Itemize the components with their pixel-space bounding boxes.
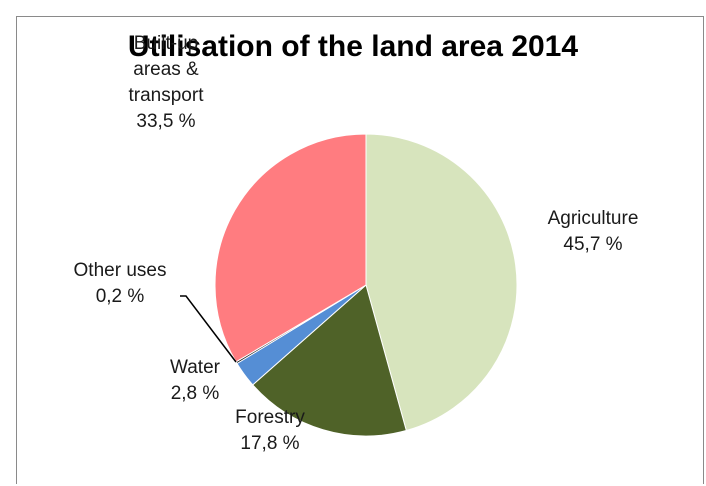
slice-name-label: areas &: [133, 59, 199, 80]
slice-value-label: 17,8 %: [240, 433, 299, 454]
slice-label-forestry: Forestry 17,8 %: [235, 407, 305, 454]
slice-label-water: Water 2,8 %: [170, 357, 221, 404]
slice-value-label: 45,7 %: [563, 234, 622, 255]
slice-label-agriculture: Agriculture 45,7 %: [548, 208, 639, 255]
slice-value-label: 33,5 %: [136, 111, 195, 132]
slice-name-label: transport: [129, 85, 205, 106]
slice-name-label: Forestry: [235, 407, 305, 428]
slice-name-label: Other uses: [74, 260, 167, 281]
slice-label-built-up-areas-transport: Built-up areas & transport 33,5 %: [129, 33, 205, 132]
slice-name-label: Agriculture: [548, 208, 639, 229]
leader-line-other-uses: [180, 295, 237, 363]
slice-label-other-uses: Other uses 0,2 %: [74, 260, 167, 307]
chart-title: Utilisation of the land area 2014: [127, 30, 579, 63]
pie-slice-built-up-areas-transport: [214, 133, 367, 363]
pie-slice-agriculture: [365, 133, 518, 432]
slice-name-label: Built-up: [134, 33, 198, 54]
slice-name-label: Water: [170, 357, 221, 378]
pie-slice-forestry: [252, 284, 407, 437]
slice-value-label: 2,8 %: [171, 383, 220, 404]
slice-value-label: 0,2 %: [96, 286, 145, 307]
